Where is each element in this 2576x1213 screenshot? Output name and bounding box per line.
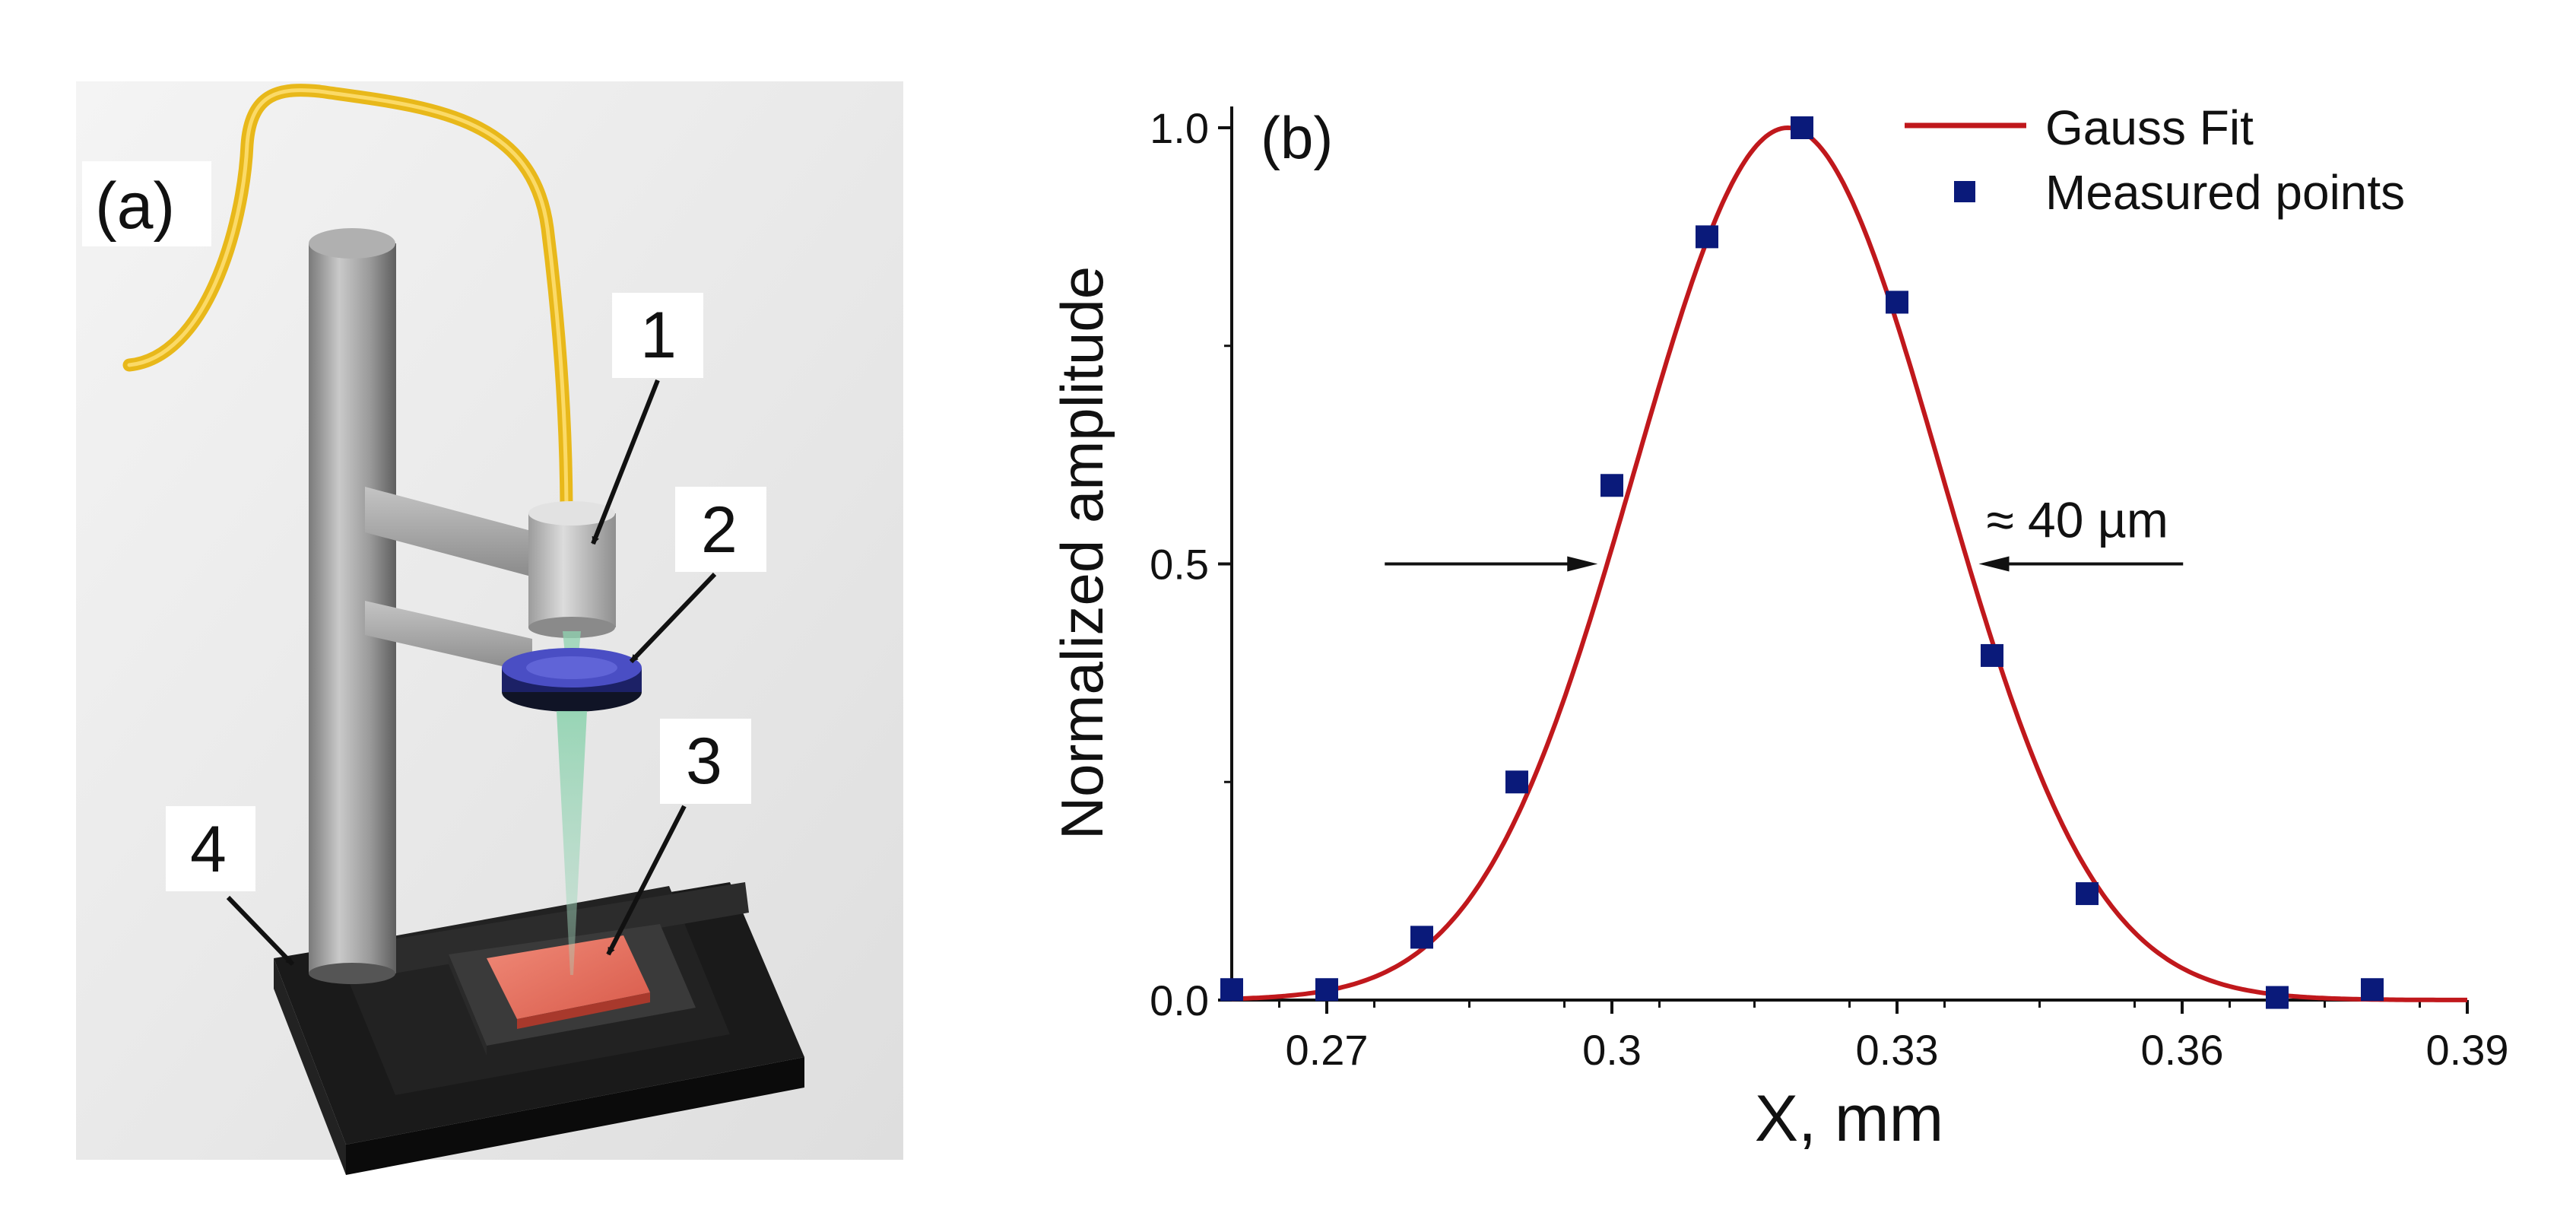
fwhm-label: ≈ 40 µm	[1987, 492, 2168, 548]
measured-point	[1981, 643, 2003, 667]
gauss-fit-line	[1232, 125, 2467, 1002]
y-tick-label: 1.0	[1150, 104, 1209, 152]
panel-b-chart: 0.27 0.3 0.33 0.36 0.39 0.0 0.5 1.0 ≈ 40 µm (b…	[1048, 100, 2509, 1155]
fwhm-annotation: ≈ 40 µm	[1385, 492, 2184, 572]
measured-point	[1886, 291, 1908, 314]
callout-box-1	[612, 293, 703, 378]
callout-box-2	[675, 487, 766, 572]
x-axis-ticks: 0.27 0.3 0.33 0.36 0.39	[1278, 1000, 2509, 1074]
legend: Gauss Fit Measured points	[1905, 100, 2405, 220]
gauss-fit-series	[1232, 125, 2467, 1002]
y-tick-label: 0.5	[1150, 541, 1209, 589]
measured-point	[1410, 926, 1433, 949]
x-axis-title: X, mm	[1755, 1082, 1943, 1155]
callout-arrow-1	[591, 379, 660, 545]
x-tick-label: 0.36	[2141, 1026, 2224, 1074]
y-axis-ticks: 0.0 0.5 1.0	[1150, 104, 1232, 1024]
y-axis-title: Normalized amplitude	[1048, 266, 1115, 840]
measured-point	[1505, 770, 1528, 794]
y-tick-label: 0.0	[1150, 976, 1209, 1024]
x-tick-label: 0.3	[1582, 1026, 1642, 1074]
measured-point	[1696, 225, 1718, 249]
legend-label-measured: Measured points	[2045, 165, 2405, 220]
x-tick-label: 0.27	[1286, 1026, 1369, 1074]
plot-frame	[1230, 106, 2467, 1002]
legend-label-gauss-fit: Gauss Fit	[2045, 100, 2254, 155]
panel-a-illustration: (a)	[76, 81, 903, 1175]
x-tick-label: 0.39	[2426, 1026, 2509, 1074]
measured-point	[2076, 882, 2099, 906]
panel-a-label: (a)	[95, 170, 175, 243]
focusing-lens	[502, 648, 642, 712]
callout-label-3: 3	[686, 725, 722, 798]
sample	[487, 935, 650, 1019]
callout-arrow-4	[226, 895, 295, 967]
x-tick-label: 0.33	[1856, 1026, 1939, 1074]
base-stage	[274, 882, 804, 1175]
measured-points-series	[1220, 116, 2384, 1009]
panel-a-label-box	[82, 161, 211, 246]
callout-label-1: 1	[640, 299, 677, 372]
measured-point	[2361, 978, 2384, 1002]
measured-point	[2266, 986, 2289, 1009]
callout-label-2: 2	[701, 494, 738, 567]
callout-arrow-3	[606, 805, 687, 956]
measured-point	[1600, 474, 1623, 497]
laser-beam-lower	[557, 711, 587, 975]
callout-box-3	[660, 719, 751, 804]
callout-arrow-2	[629, 572, 717, 664]
holder-arms	[365, 487, 537, 673]
callout-label-4: 4	[190, 813, 227, 886]
measured-point	[1220, 978, 1243, 1002]
legend-square-swatch	[1954, 181, 1975, 202]
fwhm-arrow-head	[1567, 556, 1598, 572]
collimator-head	[528, 501, 616, 638]
callout-box-4	[166, 806, 255, 891]
fwhm-arrow-head	[1978, 556, 2010, 572]
measured-point	[1315, 978, 1338, 1002]
measured-point	[1791, 116, 1813, 139]
panel-b-label: (b)	[1261, 104, 1333, 171]
